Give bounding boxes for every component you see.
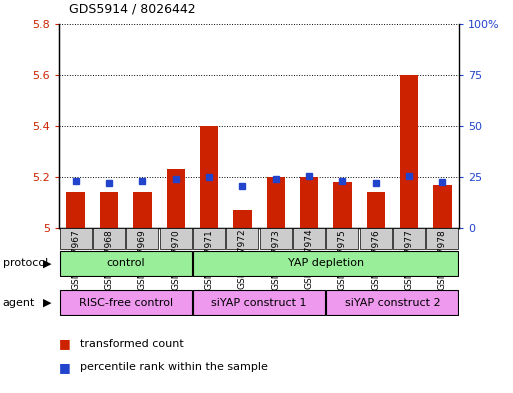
- Text: control: control: [106, 258, 145, 268]
- FancyBboxPatch shape: [260, 228, 292, 249]
- Bar: [133, 192, 151, 228]
- FancyBboxPatch shape: [226, 228, 259, 249]
- Text: percentile rank within the sample: percentile rank within the sample: [80, 362, 267, 373]
- Text: YAP depletion: YAP depletion: [288, 258, 364, 268]
- Text: GSM1517969: GSM1517969: [138, 229, 147, 290]
- FancyBboxPatch shape: [193, 228, 225, 249]
- FancyBboxPatch shape: [93, 228, 125, 249]
- Text: GSM1517977: GSM1517977: [405, 229, 413, 290]
- FancyBboxPatch shape: [193, 251, 459, 276]
- Bar: [367, 192, 385, 228]
- Text: siYAP construct 1: siYAP construct 1: [211, 298, 307, 308]
- FancyBboxPatch shape: [426, 228, 459, 249]
- Bar: [167, 169, 185, 228]
- Bar: [200, 126, 218, 228]
- Text: RISC-free control: RISC-free control: [78, 298, 173, 308]
- Text: GSM1517976: GSM1517976: [371, 229, 380, 290]
- Text: ■: ■: [59, 337, 71, 351]
- Bar: [267, 177, 285, 228]
- Text: agent: agent: [3, 298, 35, 308]
- Text: ■: ■: [59, 361, 71, 374]
- Text: GSM1517972: GSM1517972: [238, 229, 247, 289]
- Text: GSM1517967: GSM1517967: [71, 229, 80, 290]
- FancyBboxPatch shape: [193, 290, 325, 315]
- FancyBboxPatch shape: [393, 228, 425, 249]
- FancyBboxPatch shape: [326, 228, 359, 249]
- Text: GSM1517970: GSM1517970: [171, 229, 180, 290]
- FancyBboxPatch shape: [160, 228, 192, 249]
- Bar: [233, 210, 251, 228]
- Text: siYAP construct 2: siYAP construct 2: [345, 298, 440, 308]
- FancyBboxPatch shape: [60, 228, 92, 249]
- Bar: [433, 185, 451, 228]
- FancyBboxPatch shape: [126, 228, 159, 249]
- Text: GSM1517973: GSM1517973: [271, 229, 280, 290]
- Bar: [100, 192, 118, 228]
- FancyBboxPatch shape: [326, 290, 459, 315]
- Bar: [333, 182, 351, 228]
- Bar: [400, 75, 418, 228]
- Bar: [300, 177, 318, 228]
- Text: GDS5914 / 8026442: GDS5914 / 8026442: [69, 3, 196, 16]
- Text: GSM1517971: GSM1517971: [205, 229, 213, 290]
- FancyBboxPatch shape: [360, 228, 392, 249]
- Text: GSM1517968: GSM1517968: [105, 229, 113, 290]
- Text: ▶: ▶: [43, 258, 51, 268]
- FancyBboxPatch shape: [60, 251, 192, 276]
- Text: GSM1517978: GSM1517978: [438, 229, 447, 290]
- Text: GSM1517974: GSM1517974: [305, 229, 313, 289]
- Bar: [67, 192, 85, 228]
- FancyBboxPatch shape: [60, 290, 192, 315]
- Text: transformed count: transformed count: [80, 339, 183, 349]
- Text: protocol: protocol: [3, 258, 48, 268]
- Text: ▶: ▶: [43, 298, 51, 308]
- Text: GSM1517975: GSM1517975: [338, 229, 347, 290]
- FancyBboxPatch shape: [293, 228, 325, 249]
